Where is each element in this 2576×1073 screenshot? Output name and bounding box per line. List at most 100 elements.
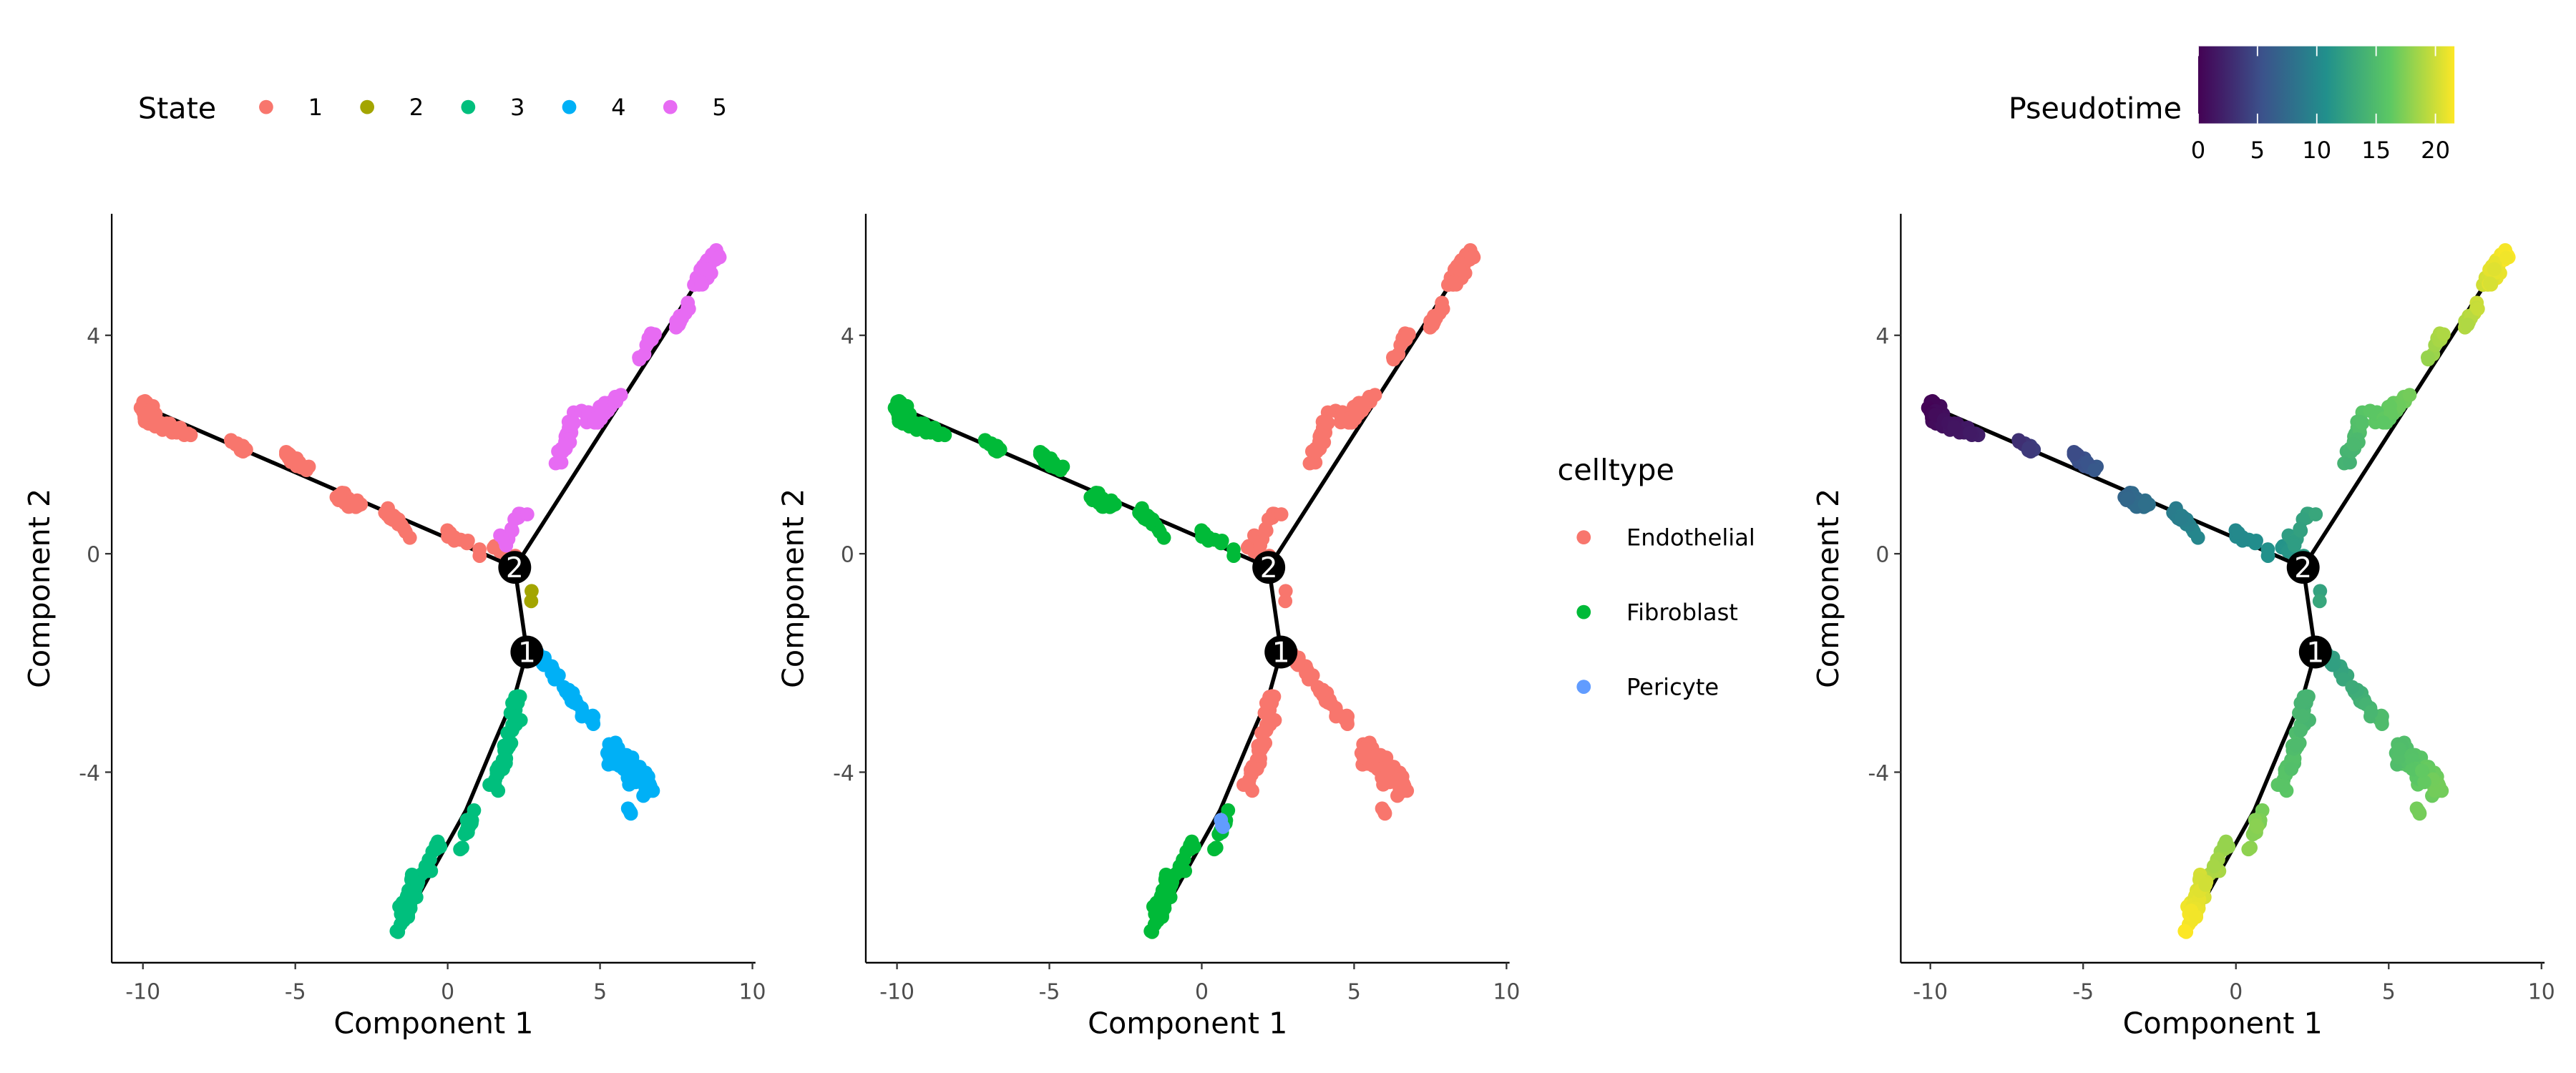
cell-point: [1249, 761, 1264, 776]
cell-point: [1348, 398, 1363, 413]
legend-key-state-4: [562, 99, 577, 114]
cell-point: [524, 594, 539, 609]
cell-point: [987, 441, 1002, 456]
cell-point: [299, 463, 314, 478]
cell-point: [2137, 496, 2152, 511]
cell-point: [519, 507, 535, 521]
cell-point: [429, 838, 444, 853]
x-tick-label: 10: [1493, 979, 1520, 1004]
x-tick-label: -5: [285, 979, 306, 1004]
cell-point: [1183, 838, 1197, 853]
panel-celltype: -10 -5 0 5 10 4 0 -4 Component 1 Component 2 2 1: [776, 213, 1520, 1041]
cell-point: [1377, 804, 1391, 818]
x-tick-label: 10: [739, 979, 766, 1004]
cell-point: [496, 761, 510, 776]
cell-point: [1435, 301, 1450, 316]
x-tick-label: -5: [2072, 979, 2094, 1004]
cell-point: [2313, 584, 2328, 599]
legend-key-endothelial: [1576, 530, 1591, 545]
cell-point: [1402, 327, 1416, 342]
cell-point: [537, 657, 552, 672]
cell-point: [2312, 594, 2327, 609]
panel-pseudotime: -10 -5 0 5 10 4 0 -4 Component 1 Component 2 2 1: [1811, 213, 2555, 1041]
cell-point: [2499, 250, 2514, 265]
cell-point: [1253, 538, 1267, 553]
cell-point: [175, 426, 190, 440]
legend-label: 5: [712, 94, 726, 121]
cell-point: [1143, 923, 1158, 939]
cell-point: [594, 398, 609, 413]
cell-point: [587, 415, 602, 430]
cell-point: [461, 818, 475, 833]
cell-point: [1155, 909, 1169, 924]
cell-point: [443, 526, 457, 540]
legend-label: Pericyte: [1626, 674, 1719, 701]
cell-point: [2231, 526, 2245, 540]
branch-node: [1252, 551, 1286, 584]
cell-point: [1291, 657, 1305, 672]
x-tick-label: -10: [879, 979, 914, 1004]
cell-point: [472, 549, 487, 563]
cell-point: [681, 301, 696, 316]
cell-point: [1241, 778, 1257, 793]
cell-point: [2483, 276, 2497, 291]
cell-point: [2293, 523, 2308, 538]
cell-point: [1207, 842, 1221, 857]
cell-point: [2427, 783, 2442, 798]
branch-node: [498, 551, 532, 584]
colorbar: [2197, 46, 2455, 124]
legend-key-fibroblast: [1576, 604, 1591, 619]
cell-point: [2260, 549, 2275, 563]
cell-point: [2293, 695, 2308, 710]
cell-point: [333, 491, 347, 506]
y-axis-label: Component 2: [22, 489, 57, 688]
cell-point: [2198, 878, 2213, 892]
cell-point: [2293, 723, 2308, 738]
y-axis-label: Component 2: [776, 489, 811, 688]
cell-point: [710, 250, 725, 265]
y-tick-label: 0: [87, 543, 100, 568]
cell-point: [2067, 447, 2082, 462]
cell-point: [632, 350, 646, 365]
cell-point: [1261, 709, 1276, 724]
cell-point: [2284, 761, 2299, 776]
cell-point: [1380, 763, 1395, 778]
cell-point: [557, 437, 572, 451]
cell-point: [401, 909, 416, 924]
x-tick-label: 5: [1347, 979, 1361, 1004]
colorbar-tick-label: 5: [2250, 137, 2265, 164]
cell-point: [525, 584, 539, 599]
cell-point: [504, 723, 519, 738]
cell-point: [556, 680, 571, 695]
cell-point: [2470, 301, 2485, 316]
cell-point: [1310, 680, 1325, 695]
cell-point: [2275, 778, 2290, 793]
panel-state: -10 -5 0 5 10 4 0 -4 Component 1 Component 2 2 1: [22, 213, 766, 1041]
y-tick-label: 4: [841, 324, 854, 349]
cell-point: [1226, 549, 1241, 563]
cell-point: [2308, 507, 2323, 521]
cell-point: [623, 804, 637, 818]
legend-label: Endothelial: [1626, 524, 1755, 552]
legend-label: 3: [510, 94, 525, 121]
cell-point: [487, 778, 502, 793]
cell-point: [628, 775, 643, 790]
cell-point: [2217, 838, 2232, 853]
cell-point: [1962, 426, 1977, 440]
y-tick-label: 4: [87, 324, 100, 349]
cell-point: [2021, 441, 2036, 456]
cell-point: [2345, 680, 2360, 695]
cell-point: [1033, 447, 1048, 462]
cell-point: [1308, 455, 1323, 470]
x-tick-label: -10: [1913, 979, 1948, 1004]
cell-point: [389, 923, 404, 939]
cell-point: [2392, 742, 2407, 756]
cell-point: [1448, 276, 1463, 291]
cell-point: [626, 763, 640, 778]
cell-point: [1172, 859, 1187, 873]
legend-title: State: [138, 92, 216, 126]
celltype-legend: celltype Endothelial Fibroblast Pericyte: [1558, 453, 1755, 701]
x-tick-label: 5: [2382, 979, 2396, 1004]
branch-node-label: 1: [1272, 637, 1290, 669]
